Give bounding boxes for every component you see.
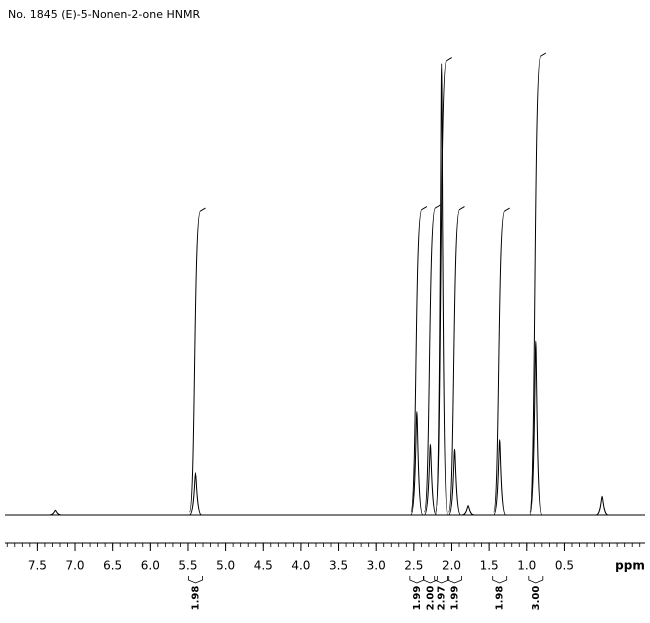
integral-bracket bbox=[434, 576, 450, 584]
x-tick-label: 2.0 bbox=[442, 559, 461, 573]
integral-label: 3.00 bbox=[531, 586, 542, 611]
integral-label: 2.97 bbox=[437, 586, 448, 611]
peak bbox=[448, 448, 461, 516]
x-tick-label: 0.5 bbox=[555, 559, 574, 573]
integral-bracket bbox=[409, 576, 425, 584]
peak bbox=[410, 411, 424, 516]
peak bbox=[189, 472, 202, 516]
integral-curve bbox=[493, 207, 510, 513]
integral-curve bbox=[448, 206, 465, 513]
integral-curve bbox=[529, 52, 547, 513]
integral-curve bbox=[189, 207, 206, 513]
x-tick-label: 4.0 bbox=[291, 559, 310, 573]
integral-label: 1.98 bbox=[190, 586, 201, 611]
integral-bracket bbox=[423, 576, 438, 584]
peak bbox=[595, 495, 609, 516]
x-tick-label: 7.5 bbox=[28, 559, 47, 573]
x-tick-label: 4.5 bbox=[254, 559, 273, 573]
x-axis-label: ppm bbox=[615, 559, 645, 573]
integral-label: 1.99 bbox=[450, 586, 461, 611]
integral-curve bbox=[410, 206, 428, 513]
x-tick-label: 3.0 bbox=[367, 559, 386, 573]
peak bbox=[423, 443, 437, 516]
x-tick-label: 2.5 bbox=[404, 559, 423, 573]
integral-label: 2.00 bbox=[425, 586, 436, 611]
peak bbox=[493, 439, 507, 516]
chart-title: No. 1845 (E)-5-Nonen-2-one HNMR bbox=[8, 8, 200, 21]
integral-bracket bbox=[188, 576, 203, 584]
x-tick-label: 6.0 bbox=[141, 559, 160, 573]
x-tick-label: 5.0 bbox=[216, 559, 235, 573]
x-tick-label: 3.5 bbox=[329, 559, 348, 573]
integral-label: 1.98 bbox=[495, 586, 506, 611]
peak bbox=[435, 63, 449, 516]
integral-label: 1.99 bbox=[412, 586, 423, 611]
x-tick-label: 1.5 bbox=[480, 559, 499, 573]
peak bbox=[461, 505, 475, 516]
integral-curve bbox=[423, 204, 441, 513]
integral-bracket bbox=[447, 576, 462, 584]
integral-curve bbox=[435, 57, 452, 513]
peak bbox=[49, 509, 62, 516]
integral-bracket bbox=[528, 576, 544, 584]
x-tick-label: 7.0 bbox=[65, 559, 84, 573]
x-tick-label: 5.5 bbox=[178, 559, 197, 573]
x-tick-label: 6.5 bbox=[103, 559, 122, 573]
peak bbox=[529, 340, 543, 516]
x-tick-label: 1.0 bbox=[517, 559, 536, 573]
integral-bracket bbox=[492, 576, 508, 584]
